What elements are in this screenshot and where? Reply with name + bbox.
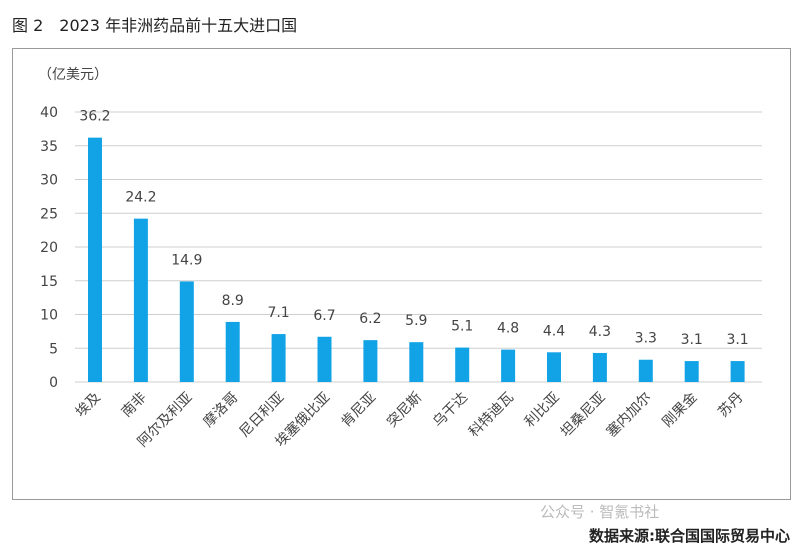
bar bbox=[547, 352, 561, 382]
x-tick-label: 塞内加尔 bbox=[603, 389, 655, 441]
x-tick-label: 摩洛哥 bbox=[200, 389, 242, 431]
y-tick-label: 40 bbox=[40, 105, 58, 121]
data-label: 5.9 bbox=[405, 313, 427, 329]
bar bbox=[409, 342, 424, 382]
bar bbox=[88, 137, 102, 382]
y-tick-label: 35 bbox=[40, 139, 58, 155]
bar bbox=[179, 281, 194, 382]
y-tick-label: 25 bbox=[40, 206, 58, 222]
x-tick-label: 埃及 bbox=[73, 390, 104, 421]
data-label: 14.9 bbox=[171, 252, 202, 268]
y-tick-label: 5 bbox=[49, 341, 58, 357]
bar bbox=[730, 361, 745, 382]
x-tick-label: 刚果金 bbox=[660, 390, 701, 431]
bar bbox=[455, 347, 470, 382]
figure-title: 图 2 2023 年非洲药品前十五大进口国 bbox=[12, 16, 298, 35]
bar bbox=[684, 361, 699, 382]
bar bbox=[271, 334, 286, 382]
data-label: 6.2 bbox=[359, 311, 381, 327]
bar bbox=[317, 336, 332, 382]
data-label: 3.3 bbox=[635, 331, 657, 347]
data-label: 7.1 bbox=[267, 305, 289, 321]
data-source: 数据来源:联合国国际贸易中心 bbox=[589, 527, 790, 545]
data-label: 4.8 bbox=[497, 321, 519, 337]
chart-frame bbox=[12, 48, 791, 500]
data-label: 8.9 bbox=[222, 293, 244, 309]
x-tick-label: 乌干达 bbox=[430, 390, 471, 431]
data-label: 4.3 bbox=[589, 324, 611, 340]
bar bbox=[501, 349, 516, 382]
bar bbox=[592, 352, 607, 382]
x-tick-label: 利比亚 bbox=[522, 390, 563, 431]
x-tick-label: 坦桑尼亚 bbox=[558, 390, 609, 441]
data-label: 6.7 bbox=[313, 308, 335, 324]
y-tick-label: 20 bbox=[40, 240, 58, 256]
x-tick-label: 南非 bbox=[119, 390, 150, 421]
data-label: 36.2 bbox=[79, 109, 110, 125]
data-label: 4.4 bbox=[543, 323, 565, 339]
y-tick-label: 15 bbox=[40, 274, 58, 290]
bar bbox=[363, 340, 378, 382]
y-axis-label: （亿美元） bbox=[38, 67, 108, 83]
bar bbox=[133, 218, 148, 382]
x-tick-label: 突尼斯 bbox=[384, 390, 425, 431]
data-label: 3.1 bbox=[726, 332, 748, 348]
data-label: 5.1 bbox=[451, 319, 473, 335]
bar bbox=[225, 321, 240, 382]
x-tick-label: 科特迪瓦 bbox=[466, 390, 517, 441]
x-tick-label: 肯尼亚 bbox=[338, 390, 379, 431]
y-tick-label: 30 bbox=[40, 173, 58, 189]
data-label: 24.2 bbox=[125, 190, 156, 206]
y-tick-label: 0 bbox=[49, 375, 58, 391]
y-tick-label: 10 bbox=[40, 308, 58, 324]
x-tick-label: 苏丹 bbox=[715, 390, 746, 421]
watermark: 公众号 · 智氪书社 bbox=[540, 503, 660, 521]
bar bbox=[638, 359, 653, 382]
data-label: 3.1 bbox=[681, 332, 703, 348]
